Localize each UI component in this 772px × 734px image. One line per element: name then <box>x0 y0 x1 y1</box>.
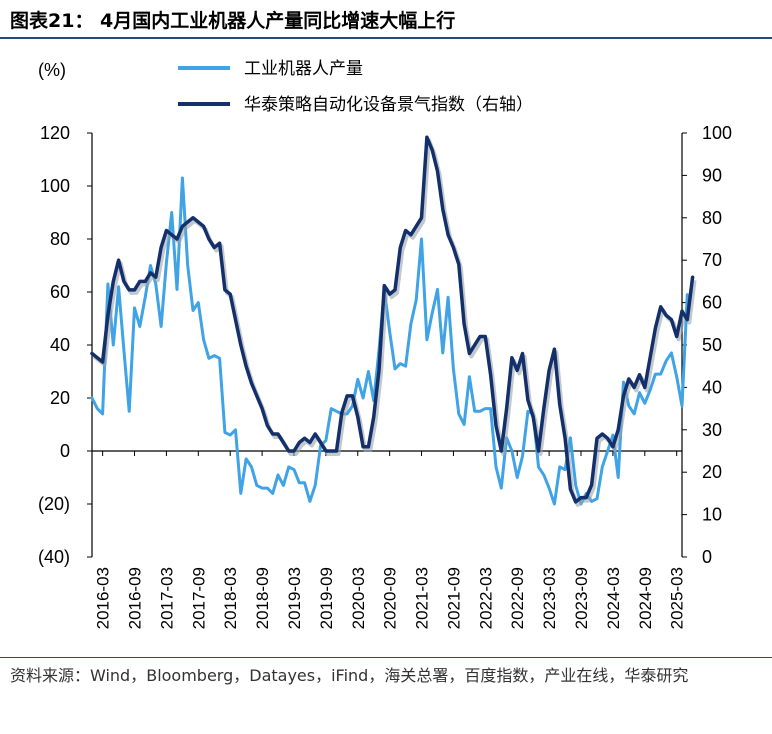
x-tick-label: 2017-03 <box>157 567 176 629</box>
chart-series <box>90 135 697 507</box>
x-tick-label: 2025-03 <box>668 567 687 629</box>
left-tick-label: 0 <box>60 441 70 461</box>
x-tick-label: 2021-03 <box>413 567 432 629</box>
x-tick-label: 2018-03 <box>221 567 240 629</box>
x-tick-label: 2022-03 <box>476 567 495 629</box>
right-tick-label: 70 <box>702 250 722 270</box>
title-divider <box>0 37 772 39</box>
x-tick-label: 2023-03 <box>540 567 559 629</box>
left-tick-label: 80 <box>50 229 70 249</box>
x-tick-label: 2020-09 <box>381 567 400 629</box>
left-tick-label: 40 <box>50 335 70 355</box>
x-tick-label: 2019-03 <box>285 567 304 629</box>
x-tick-label: 2017-09 <box>189 567 208 629</box>
x-tick-label: 2022-09 <box>508 567 527 629</box>
right-tick-label: 30 <box>702 420 722 440</box>
x-tick-label: 2020-03 <box>349 567 368 629</box>
legend-label: 华泰策略自动化设备景气指数（右轴） <box>244 95 533 115</box>
x-tick-label: 2024-09 <box>636 567 655 629</box>
figure-title: 图表21： 4月国内工业机器人产量同比增速大幅上行 <box>10 10 456 32</box>
left-tick-label: 60 <box>50 282 70 302</box>
left-tick-label: (40) <box>38 547 70 567</box>
left-tick-label: 20 <box>50 388 70 408</box>
right-tick-label: 90 <box>702 165 722 185</box>
x-tick-label: 2023-09 <box>572 567 591 629</box>
chart-axes: (40) (20) 0 20 40 60 80 100 120 (%) 0 10 20 30 40 50 60 7… <box>38 60 732 629</box>
x-tick-label: 2021-09 <box>444 567 463 629</box>
left-tick-label: 100 <box>40 176 70 196</box>
legend-label: 工业机器人产量 <box>244 59 363 79</box>
right-tick-label: 100 <box>702 123 732 143</box>
right-tick-label: 80 <box>702 208 722 228</box>
left-axis-unit: (%) <box>38 60 66 80</box>
right-tick-label: 60 <box>702 293 722 313</box>
right-tick-label: 50 <box>702 335 722 355</box>
left-tick-label: (20) <box>38 494 70 514</box>
series-line <box>90 135 695 504</box>
source-note: 资料来源：Wind，Bloomberg，Datayes，iFind，海关总署，百… <box>10 666 689 685</box>
right-tick-label: 0 <box>702 547 712 567</box>
x-tick-label: 2024-03 <box>604 567 623 629</box>
x-tick-label: 2018-09 <box>253 567 272 629</box>
x-tick-label: 2016-09 <box>126 567 145 629</box>
x-tick-label: 2019-09 <box>317 567 336 629</box>
right-tick-label: 20 <box>702 462 722 482</box>
x-tick-label: 2016-03 <box>94 567 113 629</box>
left-tick-label: 120 <box>40 123 70 143</box>
right-tick-label: 40 <box>702 377 722 397</box>
right-tick-label: 10 <box>702 505 722 525</box>
series-shadow <box>92 138 697 507</box>
source-divider <box>0 657 772 658</box>
line-chart: (40) (20) 0 20 40 60 80 100 120 (%) 0 10 20 30 40 50 60 7… <box>38 59 732 629</box>
